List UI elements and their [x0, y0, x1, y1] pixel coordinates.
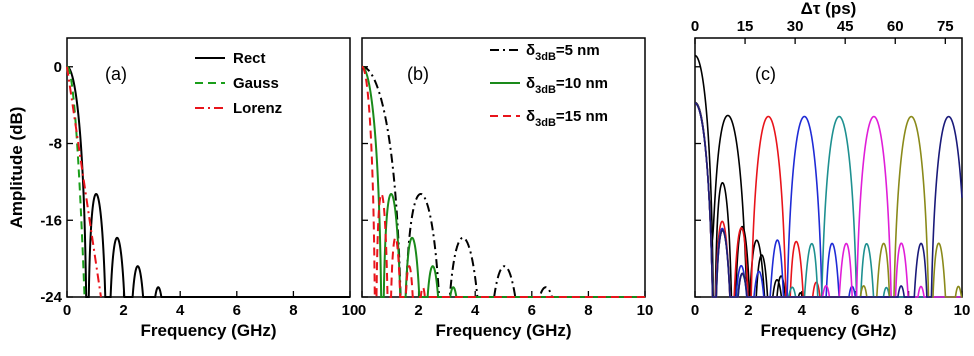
x-tick-label: 8	[904, 302, 912, 319]
x-tick-label: 6	[528, 302, 536, 319]
series-line-8	[694, 102, 963, 298]
legend-subscript: 3dB	[535, 51, 556, 63]
panel-label: (a)	[105, 64, 127, 84]
x-axis-label: Frequency (GHz)	[435, 321, 571, 340]
x-tick-label: 2	[744, 302, 752, 319]
x-axis-label: Frequency (GHz)	[760, 321, 896, 340]
x2-tick-label: 60	[887, 18, 904, 35]
legend-entry-3: δ3dB=15 nm	[526, 108, 608, 129]
y-tick-label: 0	[54, 59, 62, 76]
x-tick-label: 8	[289, 302, 297, 319]
x-tick-label: 10	[637, 302, 654, 319]
x-tick-label: 6	[851, 302, 859, 319]
legend-entry-lorenz: Lorenz	[233, 100, 282, 117]
legend-entry-rect: Rect	[233, 50, 266, 67]
x-tick-label: 10	[342, 302, 359, 319]
legend-entry-2: δ3dB=10 nm	[526, 75, 608, 96]
legend-subscript: 3dB	[535, 117, 556, 129]
legend-symbol: δ	[526, 42, 535, 59]
x2-tick-label: 0	[691, 18, 699, 35]
x-tick-label: 0	[63, 302, 71, 319]
panel-1: 0 2 4 6 8 10 0 -8 -16 -24 Frequency (GHz) Amplitude…	[7, 37, 359, 340]
series-line-3	[361, 65, 645, 298]
x-tick-label: 2	[414, 302, 422, 319]
y-tick-label: -24	[40, 289, 62, 306]
legend-entry-1: δ3dB=5 nm	[526, 42, 600, 63]
x-tick-label: 4	[471, 302, 480, 319]
x-tick-label: 8	[584, 302, 592, 319]
x-tick-label: 0	[691, 302, 699, 319]
legend-value: =5 nm	[556, 42, 600, 59]
panel-label: (c)	[755, 64, 776, 84]
series-line-rect	[66, 65, 350, 298]
x2-tick-label: 45	[837, 18, 854, 35]
x-tick-label: 4	[798, 302, 807, 319]
x-tick-label: 6	[233, 302, 241, 319]
series-line-gauss	[66, 65, 86, 298]
x2-tick-label: 15	[737, 18, 754, 35]
x-tick-label: 2	[119, 302, 127, 319]
series-line-2	[361, 65, 645, 298]
x-tick-label: 10	[954, 302, 971, 319]
legend-entry-gauss: Gauss	[233, 75, 279, 92]
series-line-1	[362, 65, 645, 298]
legend-value: =15 nm	[556, 108, 608, 125]
series-line-lorenz	[66, 66, 102, 298]
x-tick-label: 0	[358, 302, 366, 319]
x2-tick-label: 75	[937, 18, 954, 35]
x-axis-label: Frequency (GHz)	[140, 321, 276, 340]
legend-symbol: δ	[526, 108, 535, 125]
y-tick-label: -8	[49, 136, 62, 153]
panel-label: (b)	[407, 64, 429, 84]
legend-symbol: δ	[526, 75, 535, 92]
x2-axis-label: Δτ (ps)	[801, 0, 857, 18]
panel-3: 0 2 4 6 8 10 Frequency (GHz) (c) 0 15 30 45 60 75 Δτ (…	[691, 0, 971, 340]
y-axis-label: Amplitude (dB)	[7, 107, 26, 229]
y-tick-label: -16	[40, 212, 62, 229]
legend-subscript: 3dB	[535, 84, 556, 96]
legend-value: =10 nm	[556, 75, 608, 92]
x-tick-label: 4	[176, 302, 185, 319]
x2-tick-label: 30	[787, 18, 804, 35]
